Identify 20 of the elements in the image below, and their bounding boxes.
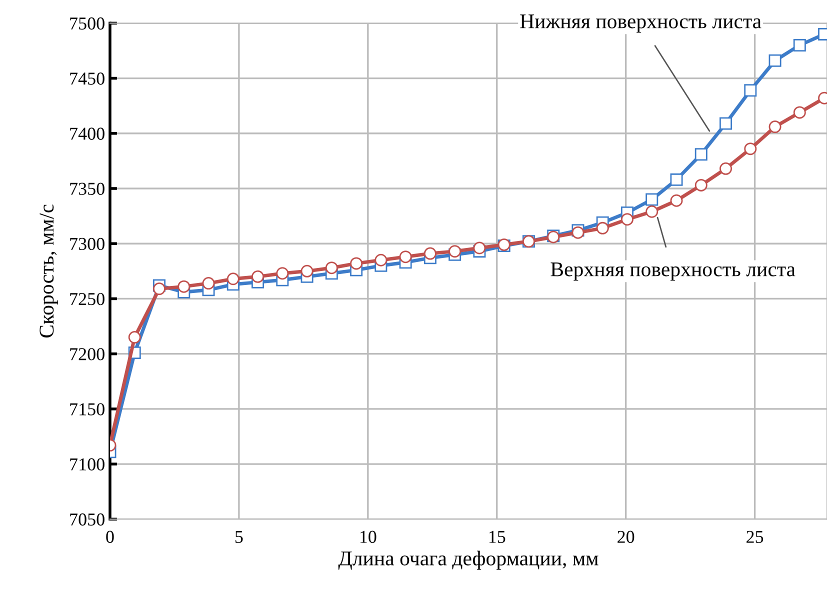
- y-tick-label: 7400: [70, 128, 104, 140]
- y-tick-label: 7300: [70, 238, 104, 250]
- x-axis-title: Длина очага деформации, мм: [338, 550, 598, 570]
- y-tick-label: 7200: [70, 348, 104, 360]
- y-tick-label: 7500: [70, 17, 104, 30]
- x-tick-label: 0: [106, 530, 114, 543]
- y-tick-label: 7450: [70, 72, 104, 85]
- y-tick-label: 7350: [70, 182, 104, 195]
- y-tick-label: 7100: [70, 458, 104, 470]
- y-tick-label: 7250: [70, 292, 104, 306]
- y-tick-label: 7050: [70, 513, 104, 526]
- annotation: Верхняя поверхность листа: [550, 262, 796, 281]
- x-tick-label: 20: [618, 530, 634, 543]
- x-tick-label: 5: [235, 530, 243, 543]
- x-tick-label: 15: [489, 530, 506, 543]
- y-axis-title: Скорость, мм/с: [40, 204, 58, 338]
- annotation: Нижняя поверхность листа: [520, 14, 762, 33]
- x-tick-label: 25: [746, 530, 764, 543]
- x-tick-label: 10: [360, 530, 376, 543]
- y-tick-label: 7150: [70, 403, 104, 416]
